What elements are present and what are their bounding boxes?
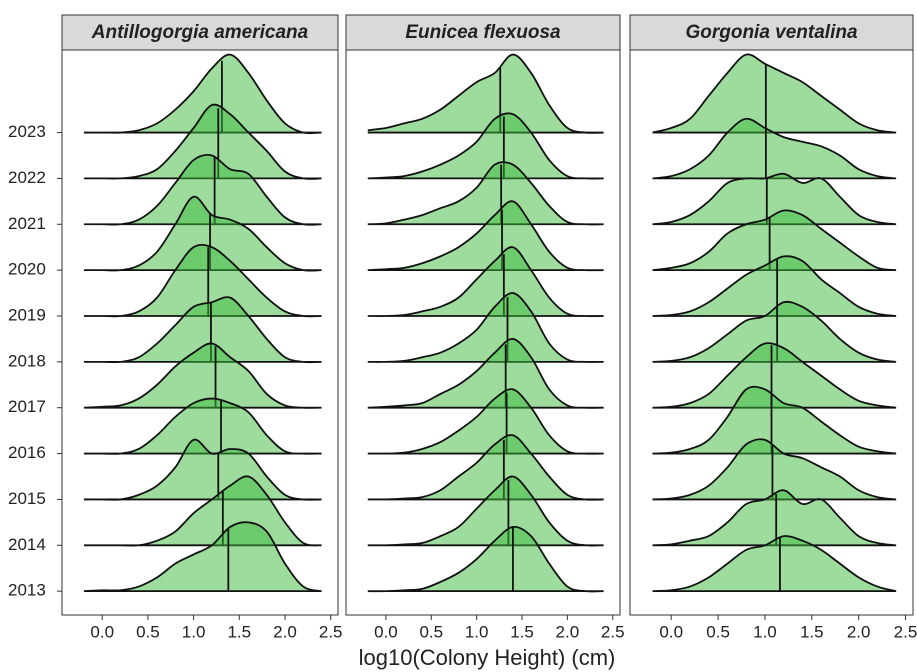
ridge-area xyxy=(652,343,897,408)
y-tick-label: 2021 xyxy=(8,214,46,233)
y-tick-label: 2015 xyxy=(8,489,46,508)
ridge-area xyxy=(367,162,604,225)
ridge-area xyxy=(367,293,604,363)
x-tick-label: 0.5 xyxy=(136,622,160,641)
ridge-area xyxy=(367,338,604,408)
panel-border xyxy=(61,49,339,616)
ridge-area xyxy=(367,247,604,317)
ridge-area xyxy=(367,434,604,500)
x-tick-label: 1.5 xyxy=(800,622,824,641)
panel-border xyxy=(345,49,621,616)
facet-strip xyxy=(61,14,339,51)
ridge-area xyxy=(367,113,604,179)
ridge-area xyxy=(652,386,897,454)
ridge-area xyxy=(83,196,322,271)
ridge-area xyxy=(83,154,322,225)
ridge-line xyxy=(83,438,322,501)
y-tick-label: 2016 xyxy=(8,443,46,462)
y-tick-label: 2018 xyxy=(8,351,46,370)
facet-plot xyxy=(367,53,604,593)
x-tick-label: 1.0 xyxy=(465,622,489,641)
x-tick-label: 2.5 xyxy=(601,622,625,641)
y-tick-label: 2019 xyxy=(8,305,46,324)
y-tick-label: 2014 xyxy=(8,535,46,554)
x-tick-label: 1.0 xyxy=(182,622,206,641)
facet-title: Gorgonia ventalina xyxy=(685,22,858,43)
x-tick-label: 0.0 xyxy=(659,622,683,641)
x-tick-label: 1.5 xyxy=(227,622,251,641)
ridge-area xyxy=(652,54,897,133)
ridge-area xyxy=(83,244,322,317)
ridge-line xyxy=(652,535,897,593)
ridge-line xyxy=(367,246,604,318)
facet-strip xyxy=(345,14,621,51)
y-tick-label: 2017 xyxy=(8,397,46,416)
ridge-area xyxy=(83,297,322,363)
x-tick-label: 2.0 xyxy=(847,622,871,641)
facet-title: Eunicea flexuosa xyxy=(405,22,561,43)
x-tick-label: 1.5 xyxy=(510,622,534,641)
x-tick-label: 2.0 xyxy=(273,622,297,641)
ridge-area xyxy=(83,439,322,500)
x-axis-label: log10(Colony Height) (cm) xyxy=(359,645,616,670)
ridge-area xyxy=(652,256,897,316)
ridge-area xyxy=(652,118,897,179)
facet-strip xyxy=(629,14,914,51)
panel-border xyxy=(629,49,914,616)
y-tick-label: 2020 xyxy=(8,260,46,279)
ridge-area xyxy=(367,201,604,271)
ridge-area xyxy=(83,104,322,179)
ridge-line xyxy=(367,475,604,547)
ridge-area xyxy=(367,389,604,454)
x-tick-label: 0.0 xyxy=(374,622,398,641)
ridge-area xyxy=(652,301,897,362)
ridge-area xyxy=(652,536,897,592)
ridge-area xyxy=(652,439,897,500)
y-tick-label: 2013 xyxy=(8,581,46,600)
y-tick-label: 2022 xyxy=(8,168,46,187)
ridge-line xyxy=(83,475,322,547)
y-tick-label: 2023 xyxy=(8,122,46,141)
x-tick-label: 1.0 xyxy=(753,622,777,641)
ridge-area xyxy=(83,398,322,454)
x-tick-label: 0.5 xyxy=(419,622,443,641)
ridge-area xyxy=(367,54,604,133)
ridge-area xyxy=(83,522,322,592)
ridge-area xyxy=(652,210,897,271)
ridge-area xyxy=(83,343,322,408)
facet-plot xyxy=(83,53,322,593)
ridge-area xyxy=(652,173,897,225)
facet-title: Antillogorgia americana xyxy=(91,22,309,43)
ridge-area xyxy=(83,54,322,134)
ridge-line xyxy=(367,525,604,593)
ridge-area xyxy=(367,476,604,546)
x-tick-label: 2.0 xyxy=(556,622,580,641)
facet-plot xyxy=(652,53,897,593)
ridge-area xyxy=(367,526,604,592)
x-tick-label: 2.5 xyxy=(894,622,917,641)
ridge-area xyxy=(652,490,897,546)
x-tick-label: 2.5 xyxy=(319,622,343,641)
ridge-line xyxy=(83,521,322,593)
x-tick-label: 0.5 xyxy=(706,622,730,641)
x-tick-label: 0.0 xyxy=(90,622,114,641)
